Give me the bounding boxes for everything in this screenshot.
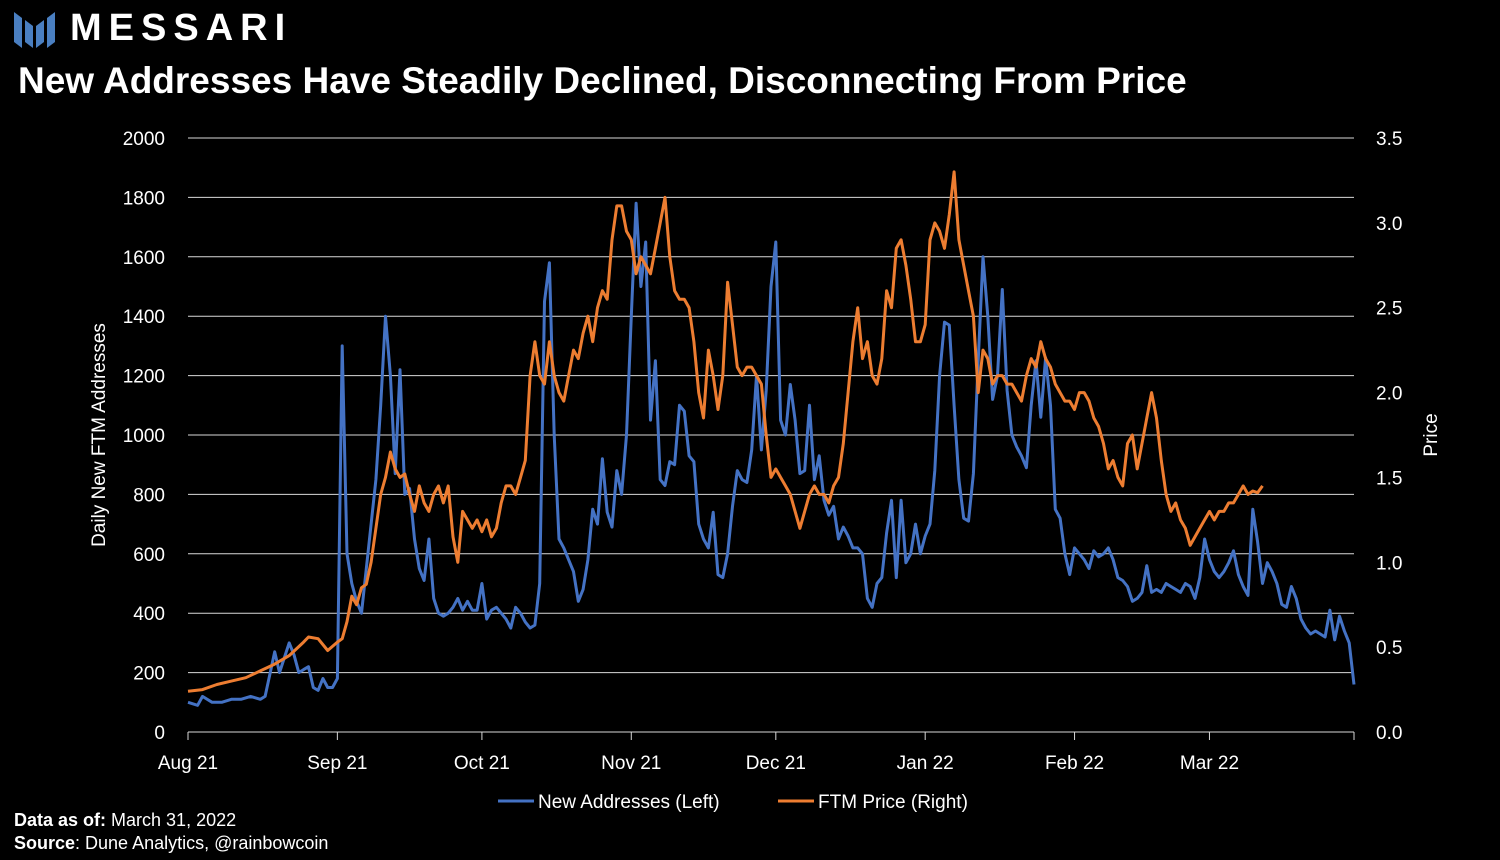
y2-tick-label: 3.5 [1376,129,1402,150]
y-tick-label: 600 [133,545,165,566]
source-label: Source [14,833,76,853]
x-tick-label: Jan 22 [897,753,954,774]
y-tick-label: 0 [154,723,165,744]
legend-label: FTM Price (Right) [818,792,968,813]
y2-tick-label: 0.5 [1376,638,1402,659]
y2-axis-title: Price [1421,413,1442,456]
y-tick-label: 1000 [123,426,165,447]
series-line-ftm-price [187,170,1264,693]
x-tick-label: Mar 22 [1180,753,1239,774]
x-tick-label: Sep 21 [307,753,367,774]
y2-tick-label: 2.0 [1376,384,1402,405]
chart-title: New Addresses Have Steadily Declined, Di… [18,60,1187,101]
y2-tick-label: 0.0 [1376,723,1402,744]
legend-label: New Addresses (Left) [538,792,720,813]
y-tick-label: 1200 [123,367,165,388]
data-as-of-label: Data as of: [14,810,107,830]
y-tick-label: 200 [133,664,165,685]
y-tick-label: 1400 [123,307,165,328]
source-value: : Dune Analytics, @rainbowcoin [75,833,329,853]
y-tick-label: 2000 [123,129,165,150]
brand-name: MESSARI [70,6,293,49]
y-tick-label: 1600 [123,248,165,269]
x-tick-label: Aug 21 [158,753,218,774]
x-tick-label: Oct 21 [454,753,510,774]
y-tick-label: 1800 [123,188,165,209]
y2-tick-label: 1.5 [1376,468,1402,489]
source-note: Source: Dune Analytics, @rainbowcoin [14,833,328,854]
y2-tick-label: 3.0 [1376,214,1402,235]
y-axis-title: Daily New FTM Addresses [89,323,110,547]
x-tick-label: Dec 21 [746,753,806,774]
x-tick-label: Feb 22 [1045,753,1104,774]
y-tick-label: 800 [133,485,165,506]
y-tick-label: 400 [133,604,165,625]
y2-tick-label: 1.0 [1376,553,1402,574]
messari-logo-icon [14,12,55,48]
x-tick-label: Nov 21 [601,753,661,774]
brand-header: MESSARI [14,6,293,49]
data-as-of: Data as of: March 31, 2022 [14,810,236,831]
y2-tick-label: 2.5 [1376,299,1402,320]
data-as-of-value: March 31, 2022 [106,810,237,830]
series-line-new-addresses [187,201,1356,707]
